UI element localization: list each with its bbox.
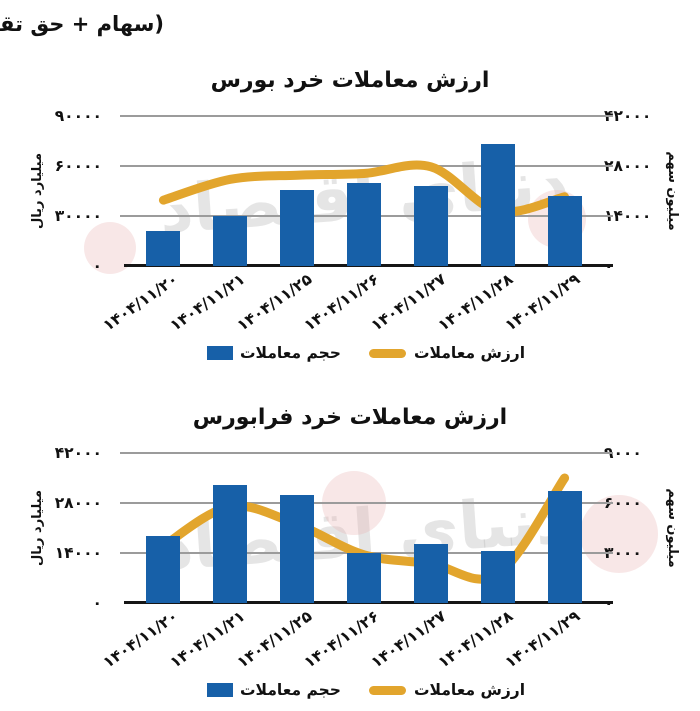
volume-bar [347,182,381,266]
volume-bar [213,216,248,266]
volume-bar [480,551,515,603]
x-axis-date-label: ۱۴۰۴/۱۱/۲۷ [367,607,450,672]
volume-bar [146,536,181,603]
axis-tick [598,215,613,217]
volume-bar [413,543,448,603]
plot-area [120,452,613,604]
x-axis-date-label: ۱۴۰۴/۱۱/۲۵ [233,607,316,672]
axis-tick [598,552,613,554]
y-right-tick: ۰ [604,593,696,613]
plot-area [120,115,613,267]
volume-bar [280,189,315,266]
gridline [130,115,598,117]
line-legend-label: ارزش معاملات [413,344,526,362]
y-right-tick: ۶۰۰۰ [604,494,642,512]
left-axis-unit-label: میلیارد ریال [30,152,45,230]
bar-legend-label: حجم معاملات [239,344,341,362]
line-legend-label: ارزش معاملات [413,681,526,699]
axis-tick [120,452,130,454]
axis-tick [120,215,130,217]
y-left-tick: ۳۰۰۰۰ [54,207,102,225]
volume-bar [547,195,582,266]
bar-legend-label: حجم معاملات [239,681,341,699]
y-left-tick: ۴۲۰۰۰ [54,444,102,462]
x-axis-date-label: ۱۴۰۴/۱۱/۲۹ [501,270,583,335]
y-left-tick: ۶۰۰۰۰ [54,157,102,175]
axis-tick [120,552,130,554]
line-legend-swatch [368,685,406,695]
y-right-tick: ۱۴۰۰۰ [604,207,652,225]
volume-bar [547,490,582,603]
y-left-tick: ۰ [92,257,102,275]
chart-bourse: ارزش معاملات خرد بورس دنیای اقتصاد ۹۰۰۰۰… [0,62,700,374]
line-legend-swatch [368,348,406,358]
gridline [130,452,598,454]
right-axis-unit-label: میلیون سهم [665,151,680,231]
y-right-tick: ۳۰۰۰ [604,544,642,562]
y-left-tick: ۱۴۰۰۰ [54,544,102,562]
y-right-tick: ۴۲۰۰۰ [604,107,652,125]
volume-bar [413,186,448,266]
volume-bar [146,231,181,266]
gridline [130,502,598,504]
y-left-tick: ۹۰۰۰۰ [54,107,102,125]
volume-bar [480,143,515,266]
x-axis-date-label: ۱۴۰۴/۱۱/۲۹ [501,607,583,672]
y-left-tick: ۲۸۰۰۰ [54,494,102,512]
axis-tick [598,115,613,117]
axis-tick [598,165,613,167]
right-axis-unit-label: میلیون سهم [665,488,680,568]
x-axis-date-label: ۱۴۰۴/۱۱/۲۶ [300,270,383,335]
header-note: (سهام + حق تقدم) [0,12,164,36]
volume-bar [280,494,315,603]
chart-legend: حجم معاملات ارزش معاملات [16,344,700,362]
axis-tick [598,452,613,454]
x-axis-date-label: ۱۴۰۴/۱۱/۲۷ [367,270,450,335]
y-right-tick: ۰ [604,256,696,276]
chart-legend: حجم معاملات ارزش معاملات [16,681,700,699]
chart-title: ارزش معاملات خرد بورس [210,68,490,93]
x-axis-date-label: ۱۴۰۴/۱۱/۲۸ [434,607,517,672]
x-axis-date-label: ۱۴۰۴/۱۱/۲۶ [300,607,383,672]
volume-bar [347,553,381,603]
volume-bar [213,484,248,603]
chart-title: ارزش معاملات خرد فرابورس [192,405,508,430]
axis-tick [120,165,130,167]
watermark-blob [580,495,658,573]
bar-legend-swatch [206,346,233,360]
left-axis-unit-label: میلیارد ریال [30,489,45,567]
x-axis-date-label: ۱۴۰۴/۱۱/۲۵ [233,270,316,335]
y-left-tick: ۰ [92,594,102,612]
gridline [130,165,598,167]
bar-legend-swatch [206,683,233,697]
x-axis-date-label: ۱۴۰۴/۱۱/۲۸ [434,270,517,335]
chart-farabourse: ارزش معاملات خرد فرابورس دنیای اقتصاد ۴۲… [0,399,700,711]
y-right-tick: ۲۸۰۰۰ [604,157,652,175]
y-right-tick: ۹۰۰۰ [604,444,642,462]
axis-tick [598,502,613,504]
axis-tick [120,115,130,117]
axis-tick [120,502,130,504]
